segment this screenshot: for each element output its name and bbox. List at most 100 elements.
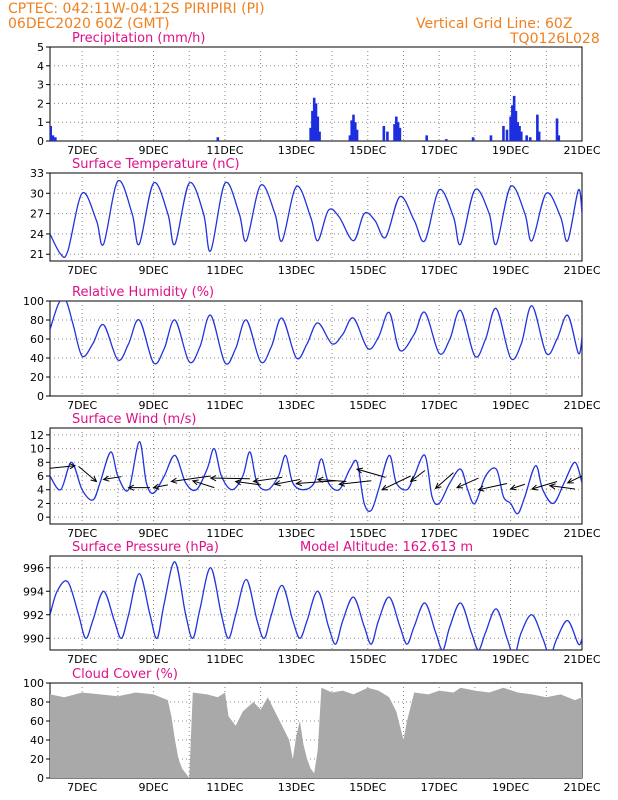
wind-vector — [567, 475, 582, 484]
x-tick-label: 13DEC — [278, 264, 315, 277]
temperature-title: Surface Temperature (nC) — [72, 157, 240, 172]
y-tick-label: 996 — [23, 562, 44, 575]
precip-bar — [502, 125, 505, 141]
temperature-panel: 21 24 27 30 33 7DEC 9DEC 11DEC 13DEC 15DEC 17DEC 19… — [30, 157, 601, 277]
x-tick-label: 19DEC — [492, 144, 529, 157]
precip-bar — [425, 135, 428, 141]
x-tick-label: 19DEC — [492, 653, 529, 666]
y-tick-label: 4 — [37, 484, 44, 497]
y-tick-label: 33 — [30, 167, 44, 180]
wind-vector — [192, 480, 215, 489]
x-tick-label: 15DEC — [349, 527, 386, 540]
x-tick-label: 19DEC — [492, 527, 529, 540]
x-tick-label: 15DEC — [349, 144, 386, 157]
precipitation-panel: 0 1 2 3 4 5 7DEC 9DEC 11DEC 13DEC 15DEC 17DEC 19DEC 2… — [37, 31, 601, 157]
x-tick-label: 11DEC — [206, 653, 243, 666]
wind-vector — [235, 480, 261, 486]
precip-bar — [353, 122, 357, 141]
precip-bar — [528, 137, 532, 141]
wind-arrowhead — [338, 480, 346, 487]
y-tick-label: 10 — [30, 443, 44, 456]
precip-bar — [350, 120, 354, 141]
y-tick-label: 0 — [37, 511, 44, 524]
wind-arrowhead — [316, 476, 324, 483]
x-tick-label: 19DEC — [492, 264, 529, 277]
wind-vector — [274, 478, 301, 485]
pressure-panel: 990 992 994 996 7DEC 9DEC 11DEC 13DEC 15DEC 17DEC… — [23, 540, 601, 666]
wind-arrowhead — [69, 463, 77, 470]
x-tick-label: 13DEC — [278, 653, 315, 666]
y-tick-label: 80 — [30, 314, 44, 327]
temperature-line — [50, 179, 582, 259]
wind-vector — [435, 472, 454, 489]
y-tick-label: 2 — [37, 97, 44, 110]
precip-bar — [396, 122, 400, 141]
precip-bar — [511, 105, 514, 141]
precip-bar — [316, 116, 320, 141]
precip-bar — [395, 116, 398, 141]
x-tick-label: 21DEC — [563, 399, 600, 412]
wind-arrowhead — [566, 477, 574, 484]
wind-vector — [78, 466, 97, 482]
x-tick-label: 11DEC — [206, 781, 243, 794]
precip-bar — [445, 139, 448, 141]
wind-vector — [339, 480, 372, 485]
precip-bar — [348, 135, 352, 141]
wind-line — [50, 441, 582, 515]
x-tick-label: 15DEC — [349, 399, 386, 412]
wind-arrowhead — [191, 479, 199, 486]
pressure-frame — [49, 555, 583, 651]
precip-bar — [50, 125, 53, 141]
wind-arrowhead — [127, 484, 135, 491]
wind-vector — [153, 484, 168, 489]
precip-bar — [312, 97, 316, 141]
precip-bar — [471, 137, 475, 141]
wind-vector — [296, 480, 336, 485]
wind-vector — [253, 476, 283, 482]
wind-arrowhead — [170, 477, 178, 484]
cloud-cover-area — [50, 687, 582, 778]
x-tick-label: 19DEC — [492, 781, 529, 794]
temperature-frame — [49, 172, 583, 262]
wind-vector — [210, 477, 250, 480]
x-tick-label: 9DEC — [138, 264, 168, 277]
x-tick-label: 17DEC — [421, 399, 458, 412]
x-tick-label: 21DEC — [563, 264, 600, 277]
wind-arrowhead — [209, 475, 217, 482]
x-tick-label: 17DEC — [421, 264, 458, 277]
y-tick-label: 5 — [37, 41, 44, 54]
x-tick-label: 13DEC — [278, 527, 315, 540]
precip-bar — [555, 118, 559, 141]
x-tick-label: 17DEC — [421, 653, 458, 666]
precip-bar — [311, 110, 314, 141]
humidity-title: Relative Humidity (%) — [72, 285, 214, 300]
wind-vector — [317, 478, 347, 482]
y-tick-label: 100 — [23, 677, 44, 690]
pressure-data — [50, 561, 582, 650]
wind-vector — [478, 483, 508, 491]
precip-bar — [314, 103, 318, 141]
x-tick-label: 15DEC — [349, 781, 386, 794]
wind-arrowhead — [273, 480, 281, 487]
x-tick-label: 21DEC — [563, 653, 600, 666]
humidity-panel: 0 20 40 60 80 100 7DEC 9DEC 11DEC 13DEC 15DEC 17DEC… — [23, 285, 601, 412]
x-tick-label: 11DEC — [206, 264, 243, 277]
pressure-title: Surface Pressure (hPa) — [72, 540, 219, 555]
precipitation-title: Precipitation (mm/h) — [72, 31, 205, 46]
precip-bar — [355, 129, 359, 141]
humidity-line — [50, 301, 582, 365]
y-tick-label: 990 — [23, 632, 44, 645]
wind-arrowhead — [477, 485, 485, 492]
precip-bar — [536, 114, 539, 141]
precip-bar — [509, 116, 512, 141]
wind-arrowhead — [434, 482, 442, 490]
x-tick-label: 7DEC — [67, 144, 97, 157]
wind-arrowhead — [295, 480, 303, 487]
x-tick-label: 13DEC — [278, 781, 315, 794]
x-tick-label: 11DEC — [206, 399, 243, 412]
x-tick-label: 9DEC — [138, 527, 168, 540]
x-tick-label: 17DEC — [421, 144, 458, 157]
precip-bar — [398, 127, 402, 141]
y-tick-label: 3 — [37, 79, 44, 92]
